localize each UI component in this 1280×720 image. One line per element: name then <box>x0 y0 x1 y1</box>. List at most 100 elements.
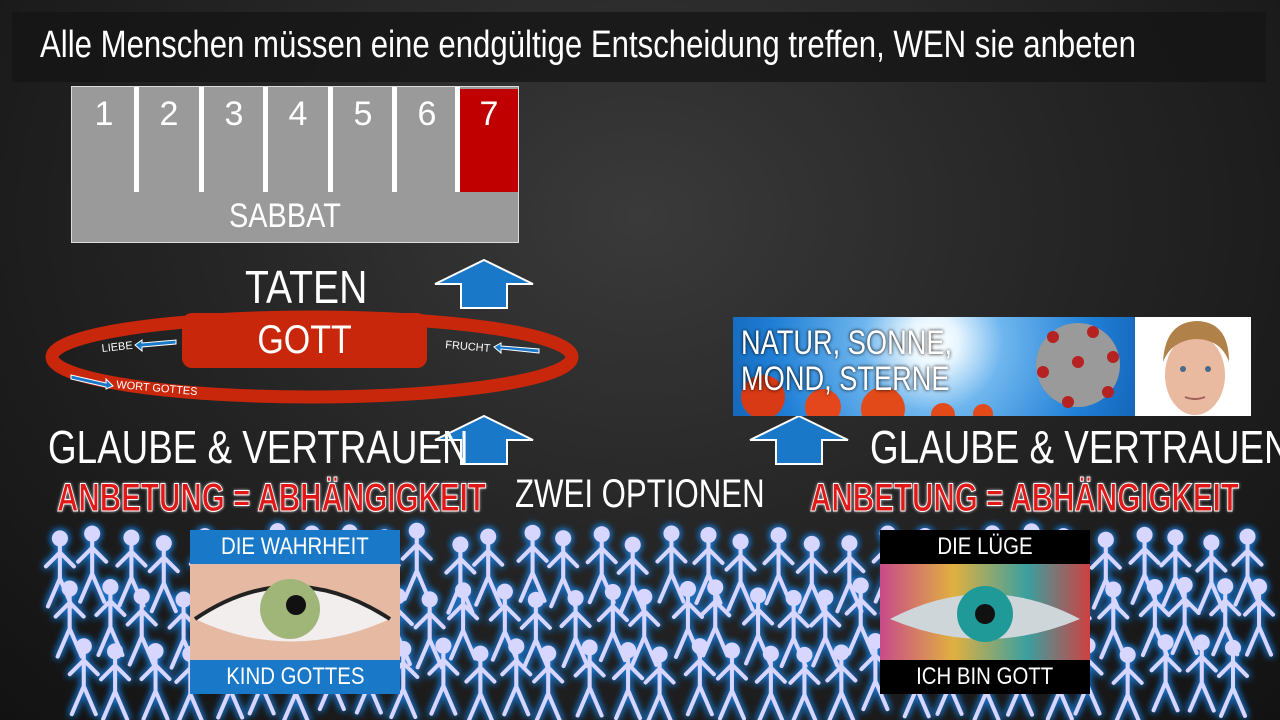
person-face-image <box>1163 321 1229 415</box>
arrow-left-icon <box>493 342 540 355</box>
stick-figure-icon <box>99 643 132 720</box>
stick-figure-icon <box>1111 646 1144 720</box>
stick-figure-icon <box>1209 578 1242 657</box>
anbetung-right: ANBETUNG = ABHÄNGIGKEIT <box>810 476 1240 521</box>
stick-figure-icon <box>464 645 497 720</box>
day-separator <box>392 87 397 192</box>
stick-figure-icon <box>699 579 732 658</box>
stick-figure-icon <box>76 525 109 604</box>
arrow-up-icon <box>434 258 534 309</box>
stick-figure-icon <box>1128 526 1161 605</box>
lie-card-header: DIE LÜGE <box>880 530 1090 564</box>
stick-figure-icon <box>655 525 688 604</box>
sabbat-text: SABBAT <box>229 197 342 235</box>
stick-figure-icon <box>1149 634 1182 713</box>
truth-card: DIE WAHRHEIT KIND GOTTES <box>190 530 400 694</box>
arrow-up-icon <box>749 414 849 465</box>
day-separator <box>134 87 139 192</box>
green-eye-image <box>190 564 400 660</box>
stick-figure-icon <box>500 638 533 717</box>
stick-figure-icon <box>809 589 842 668</box>
stick-figure-icon <box>147 535 180 614</box>
nature-line-1: NATUR, SONNE, <box>741 324 953 362</box>
stick-figure-icon <box>596 584 629 663</box>
stick-figure-icon <box>692 526 725 605</box>
day-3: 3 <box>224 95 244 133</box>
lie-card-title: DIE LÜGE <box>937 533 1033 560</box>
gott-label: GOTT <box>257 318 352 362</box>
nature-line-2: MOND, STERNE <box>741 360 950 398</box>
stick-figure-icon <box>1243 578 1276 657</box>
sabbat-label: SABBAT <box>72 197 518 236</box>
stick-figure-icon <box>427 637 460 716</box>
nature-image: NATUR, SONNE, MOND, STERNE <box>733 317 1135 416</box>
stick-figure-icon <box>472 528 505 607</box>
day-1: 1 <box>94 95 114 133</box>
liebe-label: LIEBE <box>101 340 133 355</box>
stick-figure-icon <box>516 524 549 603</box>
stick-figure-icon <box>400 522 433 601</box>
truth-card-caption: KIND GOTTES <box>225 663 365 690</box>
day-7-sabbath: 7 <box>460 89 518 192</box>
truth-card-header: DIE WAHRHEIT <box>190 530 400 564</box>
stick-figure-icon <box>643 646 676 720</box>
stick-figure-icon <box>1195 534 1228 613</box>
truth-card-footer: KIND GOTTES <box>190 660 400 694</box>
day-4: 4 <box>288 95 308 133</box>
stick-figure-icon <box>125 588 158 667</box>
stick-figure-icon <box>612 642 645 720</box>
person-photo <box>1135 317 1251 416</box>
stick-figure-icon <box>559 590 592 669</box>
poppies-and-virus-image <box>741 323 1120 416</box>
week-diagram: 1 2 3 4 5 6 7 SABBAT <box>71 86 519 243</box>
glaube-vertrauen-right: GLAUBE & VERTRAUEN <box>870 421 1280 473</box>
nature-text: NATUR, SONNE, MOND, STERNE <box>741 325 952 397</box>
stick-figure-icon <box>1185 634 1218 713</box>
stick-figure-icon <box>1168 577 1201 656</box>
stick-figure-icon <box>1097 581 1130 660</box>
gott-box: GOTT <box>182 313 427 368</box>
day-6: 6 <box>417 95 437 133</box>
stick-figure-icon <box>825 644 858 720</box>
zwei-optionen-label: ZWEI OPTIONEN <box>515 472 765 516</box>
stick-figure-icon <box>413 591 446 670</box>
lie-card-footer: ICH BIN GOTT <box>880 660 1090 694</box>
day-separator <box>455 87 460 192</box>
stick-figure-icon <box>795 535 828 614</box>
arrow-left-icon <box>134 339 177 353</box>
lie-card-caption: ICH BIN GOTT <box>916 663 1054 690</box>
slide-title: Alle Menschen müssen eine endgültige Ent… <box>40 24 1136 66</box>
day-separator <box>199 87 204 192</box>
truth-card-title: DIE WAHRHEIT <box>221 533 369 560</box>
stick-figure-icon <box>1217 639 1249 718</box>
day-separator <box>263 87 268 192</box>
stick-figure-icon <box>754 645 787 720</box>
stick-figure-icon <box>139 643 172 720</box>
stick-figure-icon <box>573 639 606 718</box>
stick-figure-icon <box>671 580 704 659</box>
lie-card: DIE LÜGE ICH BIN GOTT <box>880 530 1090 694</box>
stick-figure-icon <box>683 638 716 717</box>
stick-figure-icon <box>1231 528 1264 607</box>
day-5: 5 <box>353 95 373 133</box>
day-separator <box>328 87 333 192</box>
stick-figure-icon <box>724 533 757 612</box>
taten-label: TATEN <box>245 261 368 313</box>
stick-figure-icon <box>1159 529 1192 608</box>
stick-figure-icon <box>532 645 565 720</box>
stick-figure-icon <box>67 638 100 717</box>
title-bar <box>12 12 1266 82</box>
stick-figure-icon <box>715 642 748 720</box>
day-2: 2 <box>159 95 179 133</box>
frucht-label: FRUCHT <box>445 339 491 355</box>
stick-figure-icon <box>833 535 866 614</box>
stick-figure-icon <box>447 582 480 661</box>
arrow-right-icon <box>70 374 114 390</box>
stick-figure-icon <box>788 646 821 720</box>
stick-figure-icon <box>762 527 795 606</box>
stick-figure-icon <box>444 536 477 615</box>
mosaic-eye-image <box>880 564 1090 660</box>
glaube-vertrauen-left: GLAUBE & VERTRAUEN <box>48 421 469 473</box>
arrow-up-icon <box>434 414 534 465</box>
anbetung-left: ANBETUNG = ABHÄNGIGKEIT <box>57 476 487 521</box>
